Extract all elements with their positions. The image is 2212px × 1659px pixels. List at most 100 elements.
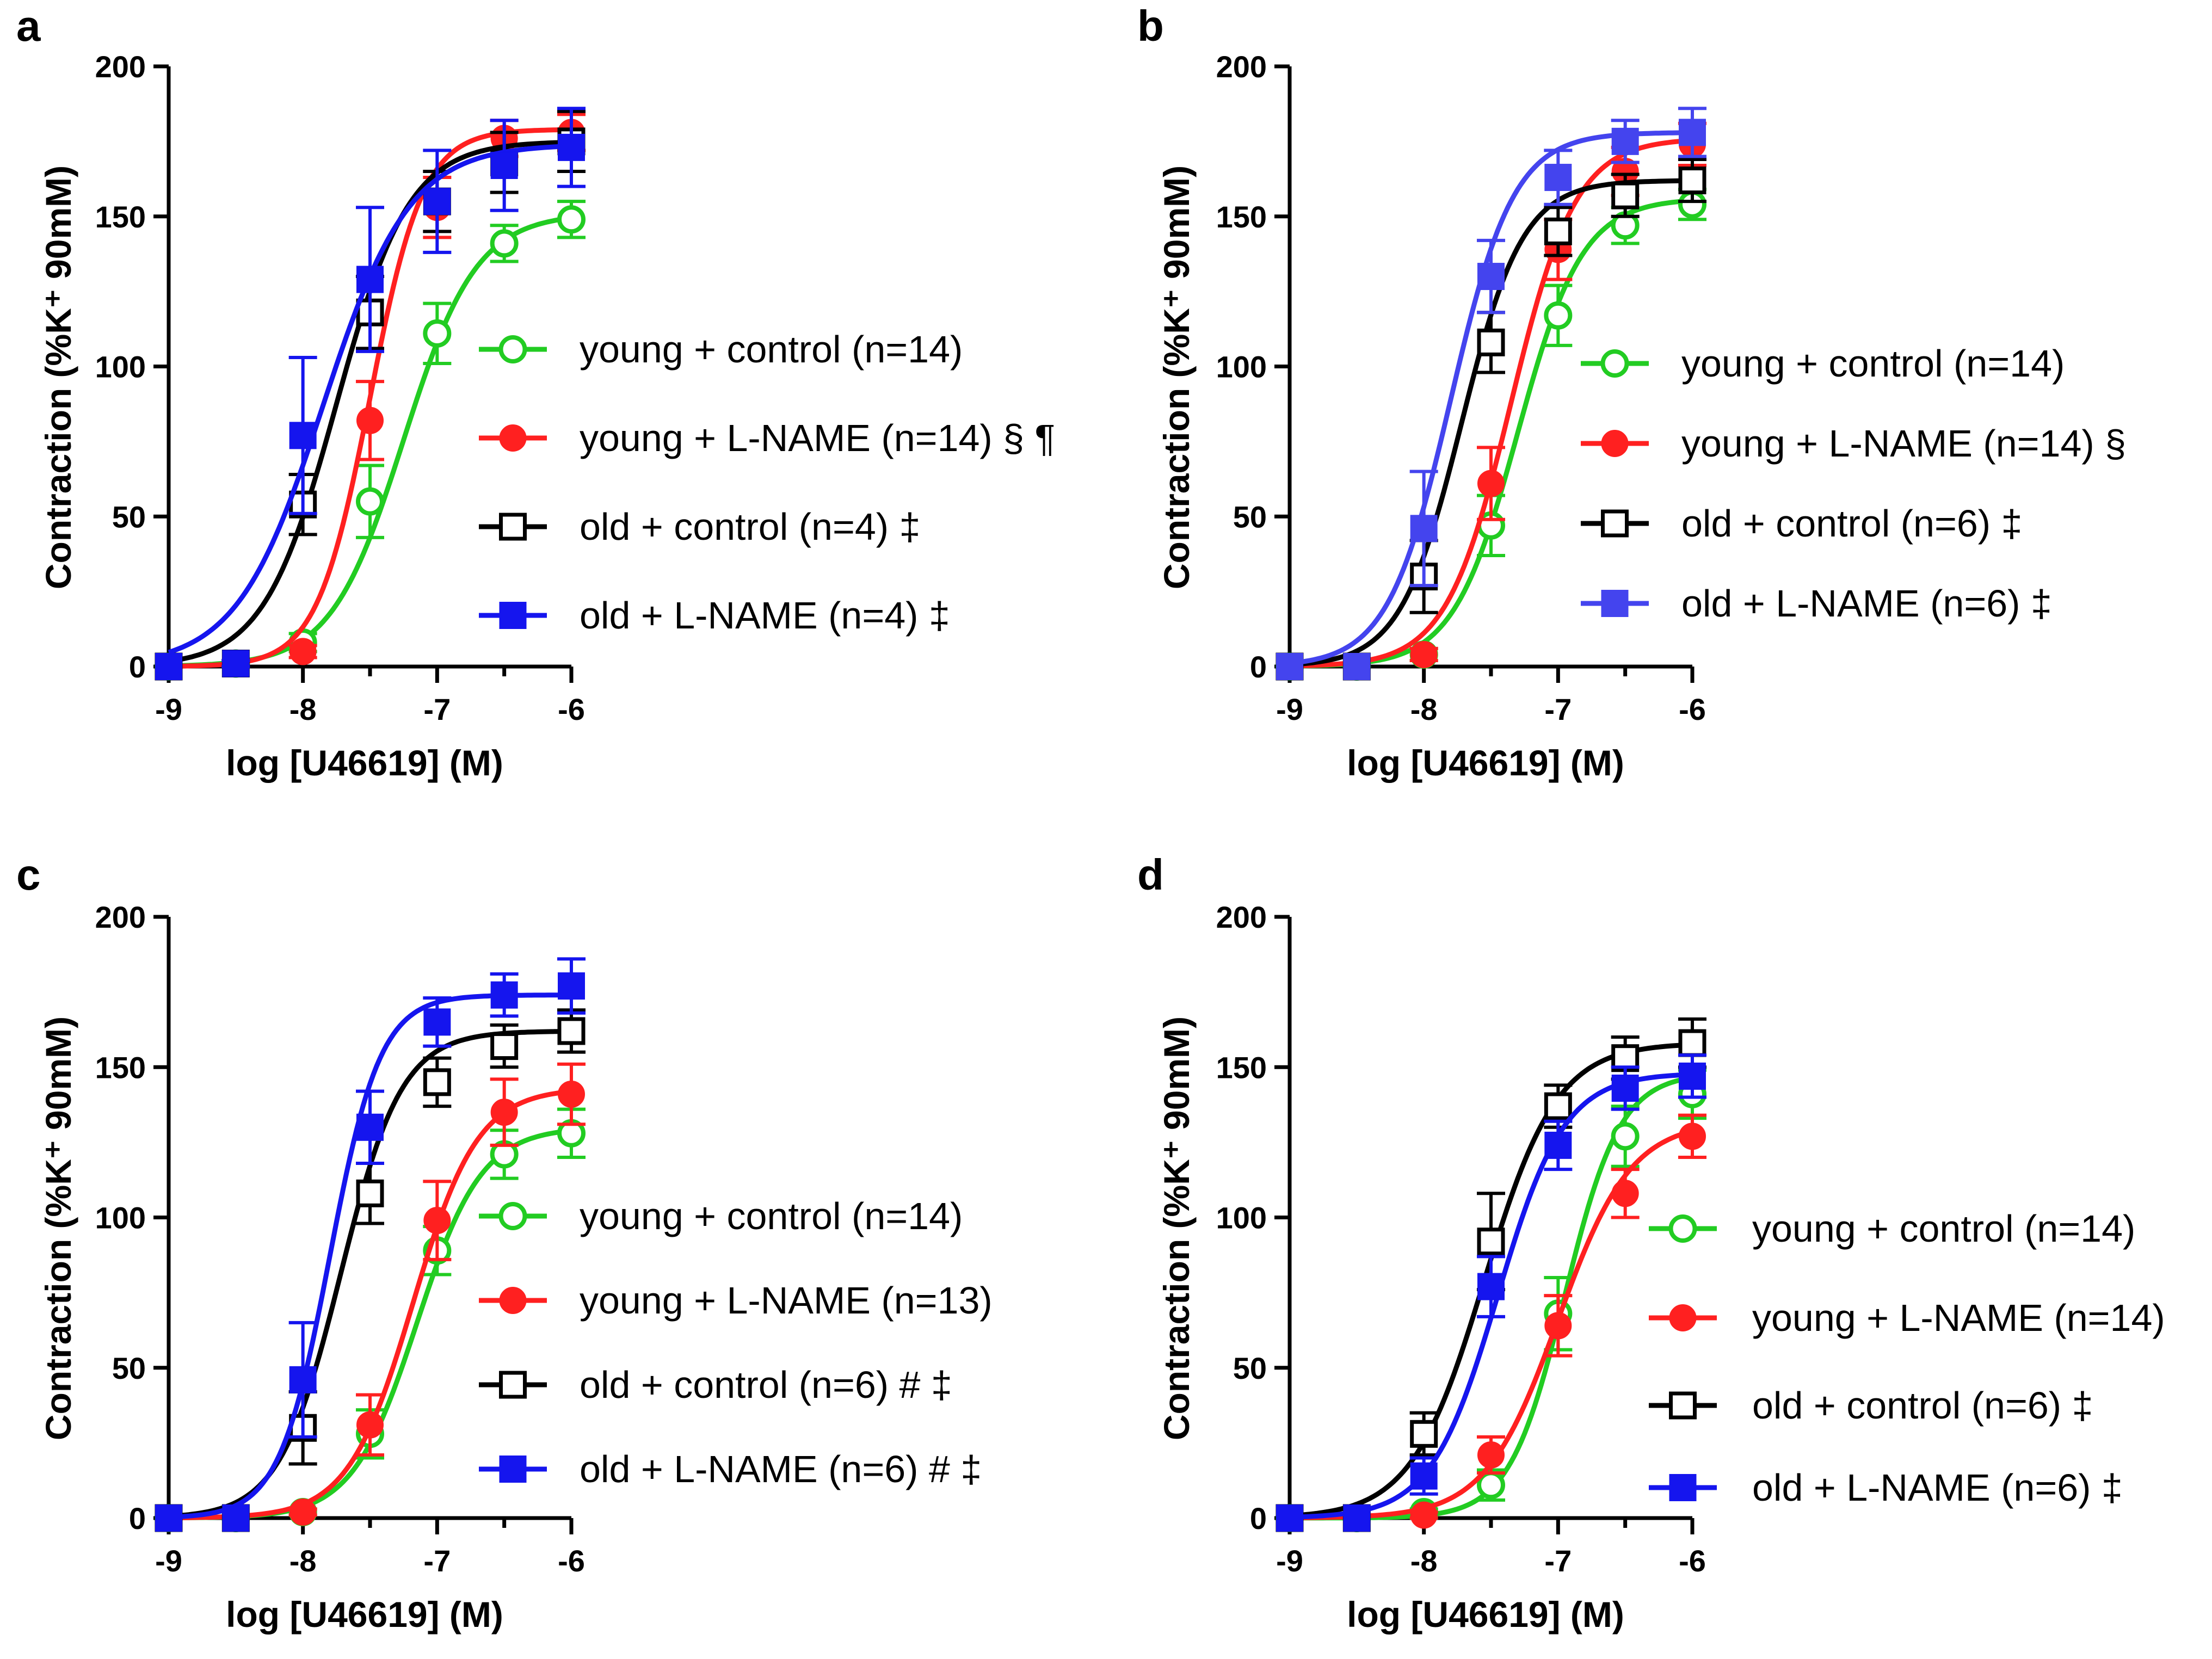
data-point — [356, 266, 384, 293]
y-tick-label: 200 — [1216, 50, 1267, 84]
data-point — [490, 981, 518, 1009]
data-point — [1544, 1092, 1572, 1120]
data-point — [557, 205, 586, 234]
y-tick-label: 50 — [112, 499, 146, 534]
data-point — [490, 229, 519, 258]
data-point — [1611, 1180, 1639, 1207]
chart-panel-d: d 0 50 100 150 200 -9 -8 -7 -6 log [U46619] (M) Con… — [1137, 850, 2165, 1635]
legend-label: old + L-NAME (n=6) # ‡ — [580, 1448, 982, 1490]
x-axis-title: log [U46619] (M) — [1347, 743, 1624, 783]
data-point — [222, 650, 250, 677]
legend-marker — [1600, 349, 1629, 378]
x-tick-label: -6 — [1679, 692, 1706, 726]
data-point — [1679, 1062, 1706, 1090]
data-point — [1544, 1131, 1572, 1159]
data-point — [1276, 653, 1303, 680]
legend-label: young + L-NAME (n=14) § ¶ — [580, 417, 1055, 459]
series-1: young + L-NAME (n=14) § — [1276, 121, 2126, 680]
data-point — [356, 1411, 384, 1439]
legend-label: old + control (n=4) ‡ — [580, 505, 920, 548]
series-3: old + L-NAME (n=6) ‡ — [1276, 1053, 2123, 1532]
x-tick-label: -8 — [1410, 1544, 1438, 1578]
data-point — [356, 406, 384, 434]
series-3: old + L-NAME (n=6) ‡ — [1276, 107, 2052, 680]
legend-label: young + control (n=14) — [1681, 342, 2065, 385]
data-point — [1611, 1074, 1639, 1102]
y-tick-label: 0 — [129, 650, 146, 684]
data-point — [1477, 328, 1505, 356]
data-point — [289, 1366, 317, 1393]
x-tick-label: -7 — [423, 692, 451, 726]
data-point — [1276, 1504, 1303, 1532]
legend-marker — [499, 602, 527, 629]
panel-label: b — [1137, 2, 1164, 50]
legend-label: young + L-NAME (n=13) — [580, 1279, 993, 1322]
y-tick-label: 150 — [1216, 200, 1267, 234]
x-tick-label: -9 — [155, 1544, 182, 1578]
data-point — [1343, 653, 1371, 680]
series-3: old + L-NAME (n=4) ‡ — [155, 107, 950, 680]
data-point — [423, 1008, 451, 1036]
x-tick-label: -8 — [289, 692, 317, 726]
y-axis-title: Contraction (%K⁺ 90mM) — [1156, 1016, 1197, 1440]
legend-label: old + L-NAME (n=6) ‡ — [1681, 582, 2052, 625]
data-point — [1544, 1312, 1572, 1340]
x-axis-title: log [U46619] (M) — [226, 743, 503, 783]
legend-marker — [498, 1202, 527, 1230]
data-point — [155, 653, 182, 680]
data-point — [1477, 1441, 1505, 1469]
y-tick-label: 100 — [95, 1201, 146, 1235]
chart-panel-a: a 0 50 100 150 200 -9 -8 -7 -6 log [U46619] (M) Con… — [16, 2, 1055, 783]
data-point — [1611, 1122, 1640, 1151]
x-tick-label: -8 — [289, 1544, 317, 1578]
data-point — [289, 1498, 317, 1526]
x-axis-title: log [U46619] (M) — [1347, 1594, 1624, 1635]
data-point — [1544, 217, 1572, 245]
y-axis-title: Contraction (%K⁺ 90mM) — [1156, 165, 1197, 589]
data-point — [490, 1032, 519, 1060]
x-axis-title: log [U46619] (M) — [226, 1594, 503, 1635]
legend-marker — [499, 1287, 527, 1314]
legend-label: young + L-NAME (n=14) — [1752, 1297, 2165, 1339]
data-point — [423, 1207, 451, 1235]
y-axis-title: Contraction (%K⁺ 90mM) — [38, 1016, 78, 1440]
data-point — [289, 422, 317, 449]
x-tick-label: -6 — [558, 692, 585, 726]
y-tick-label: 100 — [1216, 1201, 1267, 1235]
legend-marker — [498, 335, 527, 363]
data-point — [1410, 640, 1438, 668]
data-point — [222, 1504, 250, 1532]
y-tick-label: 200 — [95, 900, 146, 934]
data-point — [423, 188, 451, 215]
legend-marker — [499, 513, 527, 541]
data-point — [1544, 301, 1573, 330]
x-tick-label: -7 — [423, 1544, 451, 1578]
panel-label: a — [16, 2, 41, 50]
panel-label: d — [1137, 850, 1164, 899]
data-point — [1410, 515, 1438, 542]
y-tick-label: 200 — [1216, 900, 1267, 934]
y-tick-label: 0 — [1250, 650, 1267, 684]
legend-label: young + control (n=14) — [1752, 1207, 2135, 1250]
data-point — [1410, 1501, 1438, 1529]
legend-marker — [1669, 1304, 1697, 1331]
data-point — [1343, 1504, 1371, 1532]
y-tick-label: 150 — [1216, 1050, 1267, 1084]
series-2: old + control (n=6) # ‡ — [155, 1008, 952, 1532]
data-point — [289, 638, 317, 665]
legend-marker — [499, 1371, 527, 1399]
data-point — [1410, 1420, 1438, 1448]
data-point — [490, 151, 518, 179]
legend-label: old + control (n=6) ‡ — [1681, 502, 2022, 545]
data-point — [423, 319, 452, 348]
x-tick-label: -6 — [1679, 1544, 1706, 1578]
x-tick-label: -7 — [1544, 692, 1572, 726]
x-tick-label: -7 — [1544, 1544, 1572, 1578]
legend-marker — [499, 424, 527, 452]
data-point — [356, 1113, 384, 1141]
y-tick-label: 50 — [1233, 1351, 1267, 1385]
data-point — [558, 1080, 585, 1108]
y-tick-label: 200 — [95, 50, 146, 84]
panel-label: c — [16, 850, 41, 899]
